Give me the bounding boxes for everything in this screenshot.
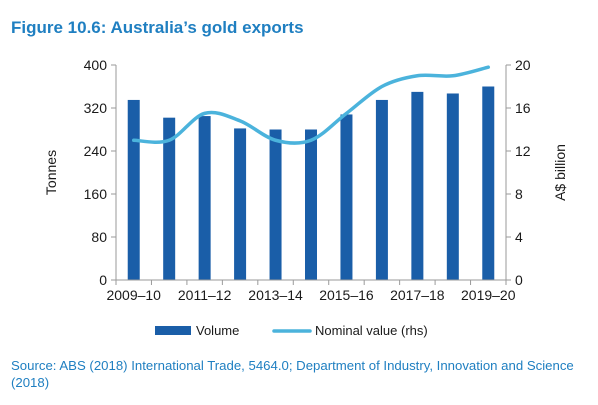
source-note: Source: ABS (2018) International Trade, …	[11, 358, 574, 390]
nominal-value-line-layer	[131, 65, 491, 145]
volume-bar	[482, 86, 495, 280]
volume-bar	[411, 91, 424, 280]
right-y-tick-label: 8	[515, 186, 523, 202]
right-y-tick-label: 16	[515, 100, 531, 116]
volume-bar	[305, 129, 317, 280]
volume-bar	[234, 128, 247, 280]
legend-nominal-value-label: Nominal value (rhs)	[315, 323, 428, 338]
legend-volume-label: Volume	[196, 323, 239, 338]
axes: 0 80 160 240 320 400 0 4 8 12 16 20 2009–10 2011–12 20…	[43, 57, 568, 303]
left-y-tick-label: 400	[84, 57, 108, 73]
right-axis-title: A$ billion	[552, 144, 568, 201]
nominal-value-line	[131, 65, 491, 145]
figure-title: Figure 10.6: Australia’s gold exports	[11, 18, 304, 37]
right-y-tick-label: 20	[515, 57, 531, 73]
legend-volume-swatch	[155, 326, 191, 335]
x-tick-label: 2015–16	[319, 287, 374, 303]
volume-bar	[163, 117, 176, 280]
x-tick-label: 2017–18	[390, 287, 445, 303]
right-y-tick-label: 4	[515, 229, 523, 245]
volume-bar	[269, 129, 282, 280]
left-y-tick-label: 320	[84, 100, 108, 116]
left-y-tick-label: 160	[84, 186, 108, 202]
left-y-tick-label: 0	[99, 272, 107, 288]
volume-bar	[198, 116, 211, 280]
right-y-tick-label: 12	[515, 143, 531, 159]
left-axis-title: Tonnes	[43, 150, 59, 195]
right-y-tick-label: 0	[515, 272, 523, 288]
x-tick-label: 2013–14	[248, 287, 303, 303]
x-tick-label: 2011–12	[178, 287, 232, 303]
left-y-tick-label: 80	[91, 229, 107, 245]
volume-bar	[340, 114, 353, 280]
x-tick-label: 2019–20	[461, 287, 516, 303]
volume-bar	[446, 93, 459, 280]
volume-bars	[127, 86, 495, 280]
left-y-tick-label: 240	[84, 143, 108, 159]
x-tick-label: 2009–10	[106, 287, 161, 303]
volume-bar	[375, 99, 388, 280]
volume-bar	[127, 99, 140, 280]
legend: Volume Nominal value (rhs)	[155, 323, 428, 338]
